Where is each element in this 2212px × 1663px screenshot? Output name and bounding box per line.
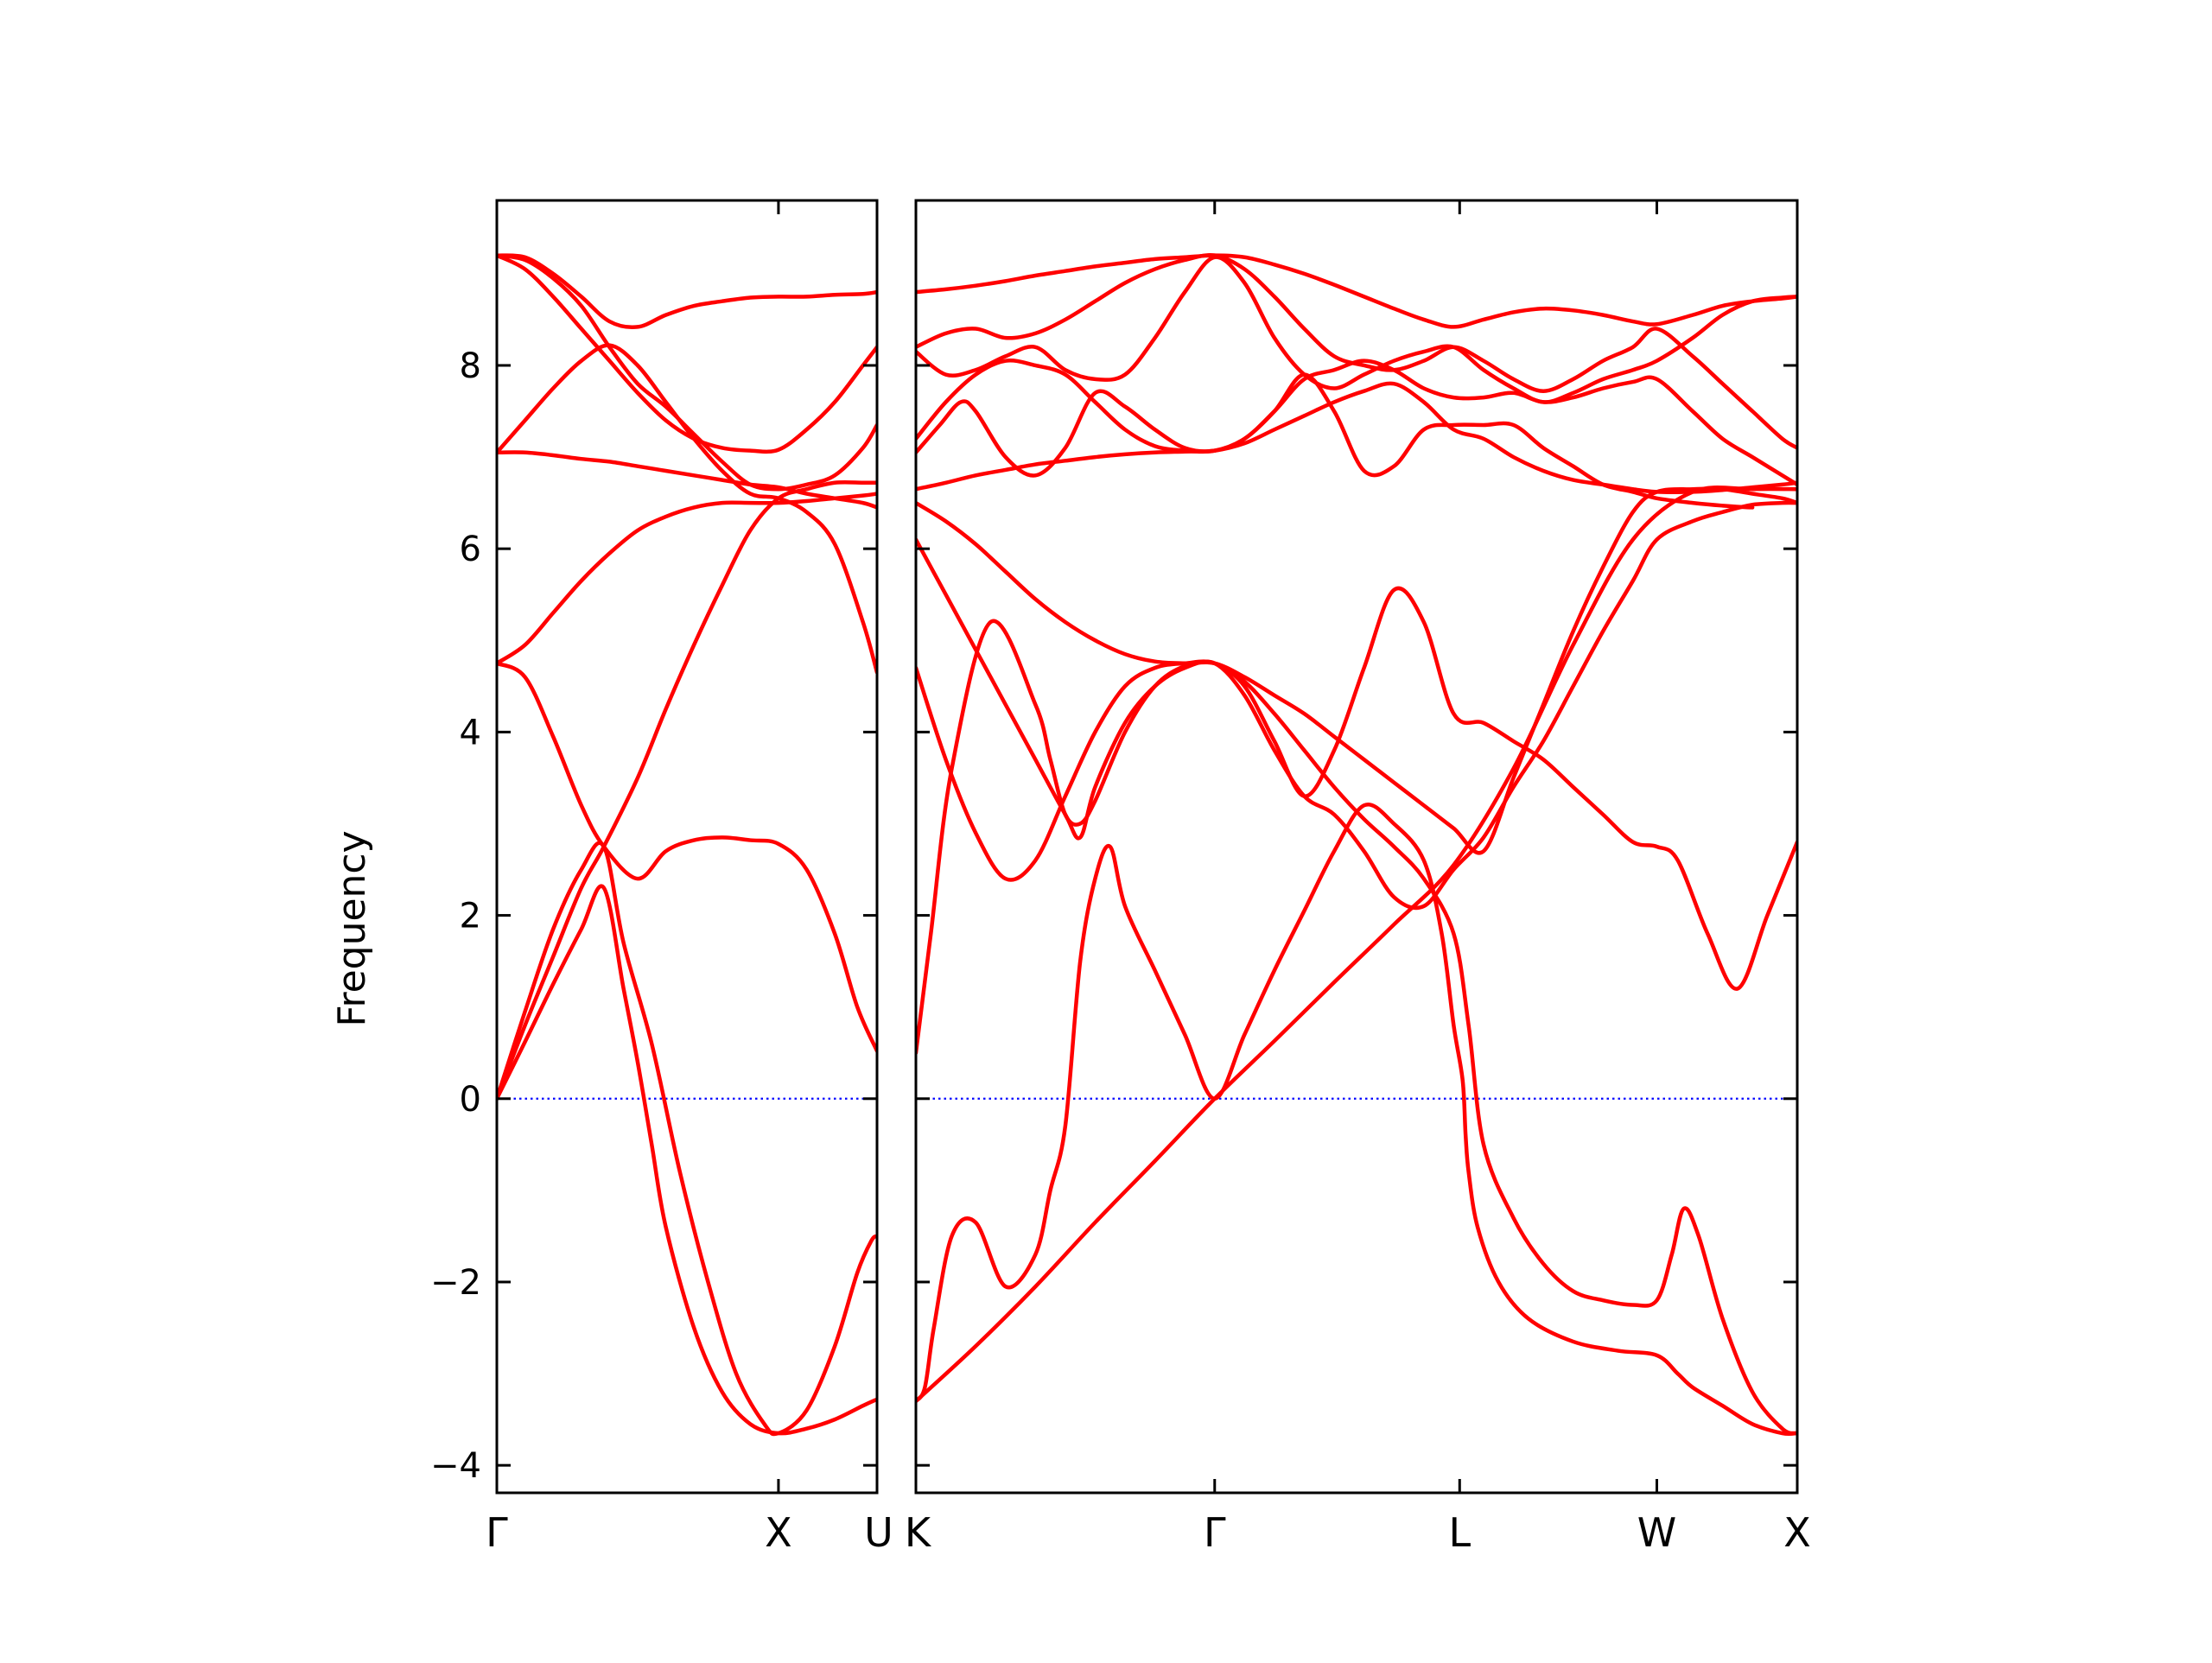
y-tick-label: −2 [430,1263,481,1303]
x-tick-label: Γ [1204,1509,1226,1556]
x-tick-label: K [905,1509,932,1556]
band-line-8 [497,253,877,492]
band-line-5 [497,492,877,666]
band-line-7 [916,381,1797,494]
band-line-4 [497,479,877,1101]
x-tick-label: L [1448,1509,1471,1556]
band-line-4 [916,586,1797,991]
y-tick-label: 6 [460,530,481,569]
y-axis-label: Frequency [330,830,374,1026]
band-line-2 [916,802,1797,1437]
x-tick-label: X [1783,1509,1811,1556]
band-line-3 [916,619,1797,1436]
band-line-9 [497,253,877,454]
band-line-5 [916,500,1797,911]
band-line-10 [497,253,877,330]
bands-group [497,253,877,1437]
band-line-6 [497,450,877,510]
panel-frame [914,199,1799,1495]
y-tick-label: 4 [460,713,481,752]
band-line-2 [497,841,877,1437]
panel-frame [495,199,879,1495]
band-line-8 [916,372,1755,510]
panel-gamma-x-u: −4 −2 0 2 4 6 8 Γ X U [430,199,893,1556]
band-line-1 [497,884,877,1436]
band-line-1 [916,485,1797,1404]
band-line-9 [916,359,1797,487]
bands-group [916,253,1797,1437]
band-line-12 [916,253,1797,329]
band-line-6 [916,486,1797,855]
band-line-11 [916,253,1797,450]
x-tick-label: U [864,1509,893,1556]
x-tick-label: W [1637,1509,1676,1556]
x-tick-label: X [765,1509,792,1556]
band-line-3 [497,661,877,1053]
y-tick-label: 0 [460,1080,481,1120]
x-tick-label: Γ [486,1509,508,1556]
y-tick-label: −4 [430,1446,481,1486]
band-line-10 [916,255,1797,404]
panels-layer: −4 −2 0 2 4 6 8 Γ X U K Γ L W X [430,199,1811,1556]
y-tick-label: 8 [460,346,481,386]
y-tick-label: 2 [460,897,481,936]
